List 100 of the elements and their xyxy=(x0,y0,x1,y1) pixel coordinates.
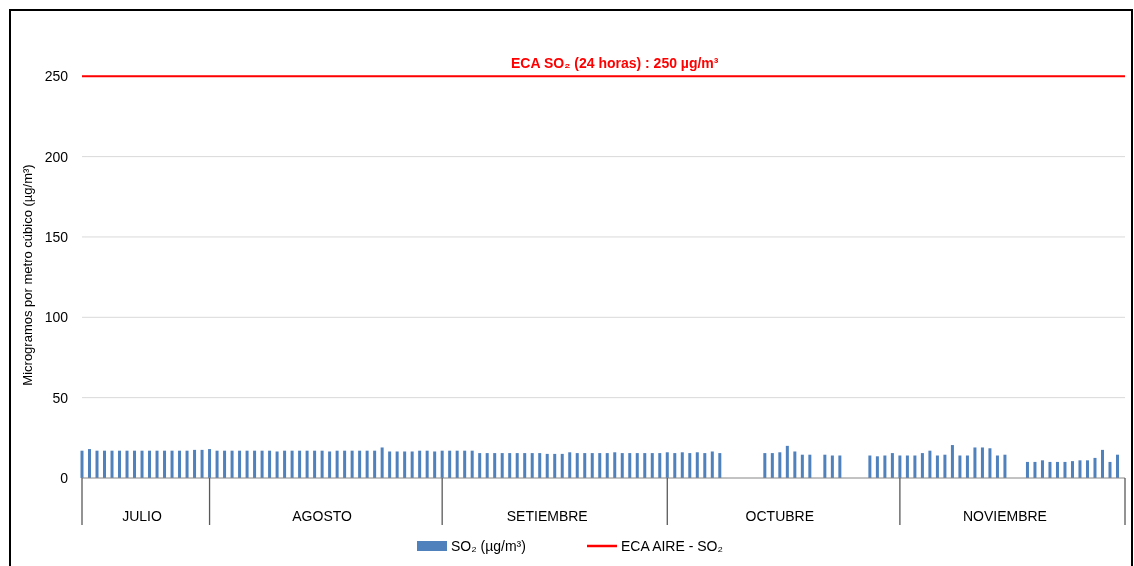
x-tick-label: OCTUBRE xyxy=(745,508,815,524)
bar xyxy=(245,450,249,478)
bar xyxy=(470,450,474,478)
bar xyxy=(515,453,519,478)
bar xyxy=(605,453,609,478)
bar xyxy=(260,450,264,478)
bar xyxy=(965,455,969,478)
bar xyxy=(425,450,429,478)
bar xyxy=(620,453,624,478)
bar xyxy=(290,450,294,478)
bar xyxy=(328,451,332,478)
annotation: ECA SO₂ (24 horas) : 250 µg/m³ xyxy=(511,55,719,72)
bar xyxy=(598,453,602,478)
bar xyxy=(193,449,197,478)
bar xyxy=(973,447,977,478)
bar xyxy=(1085,460,1089,478)
bar xyxy=(928,450,932,478)
bar xyxy=(950,445,954,478)
x-tick-label: SETIEMBRE xyxy=(506,508,588,524)
bar xyxy=(680,452,684,478)
bar xyxy=(793,451,797,478)
bar xyxy=(568,452,572,478)
bar xyxy=(493,453,497,478)
bar xyxy=(418,450,422,478)
bar xyxy=(673,453,677,478)
bar xyxy=(1033,461,1037,478)
bar xyxy=(395,451,399,478)
y-tick-label: 0 xyxy=(60,469,69,486)
bar xyxy=(320,450,324,478)
bar xyxy=(223,450,227,478)
bar xyxy=(920,453,924,478)
y-tick-label: 200 xyxy=(44,148,69,165)
bar xyxy=(785,445,789,478)
bar xyxy=(658,453,662,478)
bar xyxy=(1048,461,1052,478)
bar xyxy=(958,455,962,478)
bar xyxy=(553,453,557,478)
bar xyxy=(313,450,317,478)
bar xyxy=(208,449,212,478)
bar xyxy=(283,450,287,478)
legend-label: ECA AIRE - SO₂ xyxy=(621,537,723,554)
bar xyxy=(148,450,152,478)
bar xyxy=(898,455,902,478)
bar xyxy=(410,451,414,478)
bar xyxy=(365,450,369,478)
bar xyxy=(140,450,144,478)
bar xyxy=(538,453,542,478)
bar xyxy=(95,450,99,478)
bar xyxy=(635,453,639,478)
bar xyxy=(995,455,999,478)
bar xyxy=(530,453,534,478)
legend-label: SO₂ (µg/m³) xyxy=(451,537,526,554)
bar xyxy=(890,453,894,478)
bar xyxy=(88,449,91,478)
x-tick-label: AGOSTO xyxy=(292,508,353,524)
bar xyxy=(253,450,257,478)
bar xyxy=(703,453,707,478)
bar xyxy=(650,453,654,478)
bar xyxy=(463,450,467,478)
bar xyxy=(830,455,834,478)
bar xyxy=(1063,461,1067,478)
bar xyxy=(508,453,512,478)
bar xyxy=(298,450,302,478)
bar xyxy=(403,451,407,478)
bar xyxy=(380,447,384,478)
bar xyxy=(1003,454,1007,478)
bar xyxy=(1070,461,1074,478)
bar xyxy=(215,450,219,478)
bar xyxy=(628,453,632,478)
bar xyxy=(1040,460,1044,478)
bar xyxy=(335,450,339,478)
bar xyxy=(980,447,984,478)
bar xyxy=(125,450,129,478)
bar xyxy=(178,450,182,478)
bar xyxy=(1025,461,1029,478)
bar xyxy=(545,453,549,478)
bar xyxy=(643,453,647,478)
bar xyxy=(763,453,767,478)
y-tick-label: 150 xyxy=(44,228,69,245)
bar xyxy=(1108,461,1112,478)
bar xyxy=(155,450,159,478)
bar xyxy=(185,450,189,478)
bar xyxy=(583,453,587,478)
bar xyxy=(710,451,714,478)
bar xyxy=(305,450,309,478)
bar xyxy=(170,450,174,478)
y-tick-label: 100 xyxy=(44,309,69,326)
bar xyxy=(718,453,722,478)
bar xyxy=(485,453,489,478)
bar xyxy=(238,450,242,478)
bar xyxy=(373,450,377,478)
bar xyxy=(358,450,362,478)
bar xyxy=(913,455,917,478)
bar xyxy=(350,450,354,478)
y-tick-label: 50 xyxy=(52,389,69,406)
bar xyxy=(875,456,879,478)
bar xyxy=(988,448,992,478)
bar xyxy=(1100,449,1104,478)
bar xyxy=(388,451,392,478)
bar xyxy=(808,454,812,478)
